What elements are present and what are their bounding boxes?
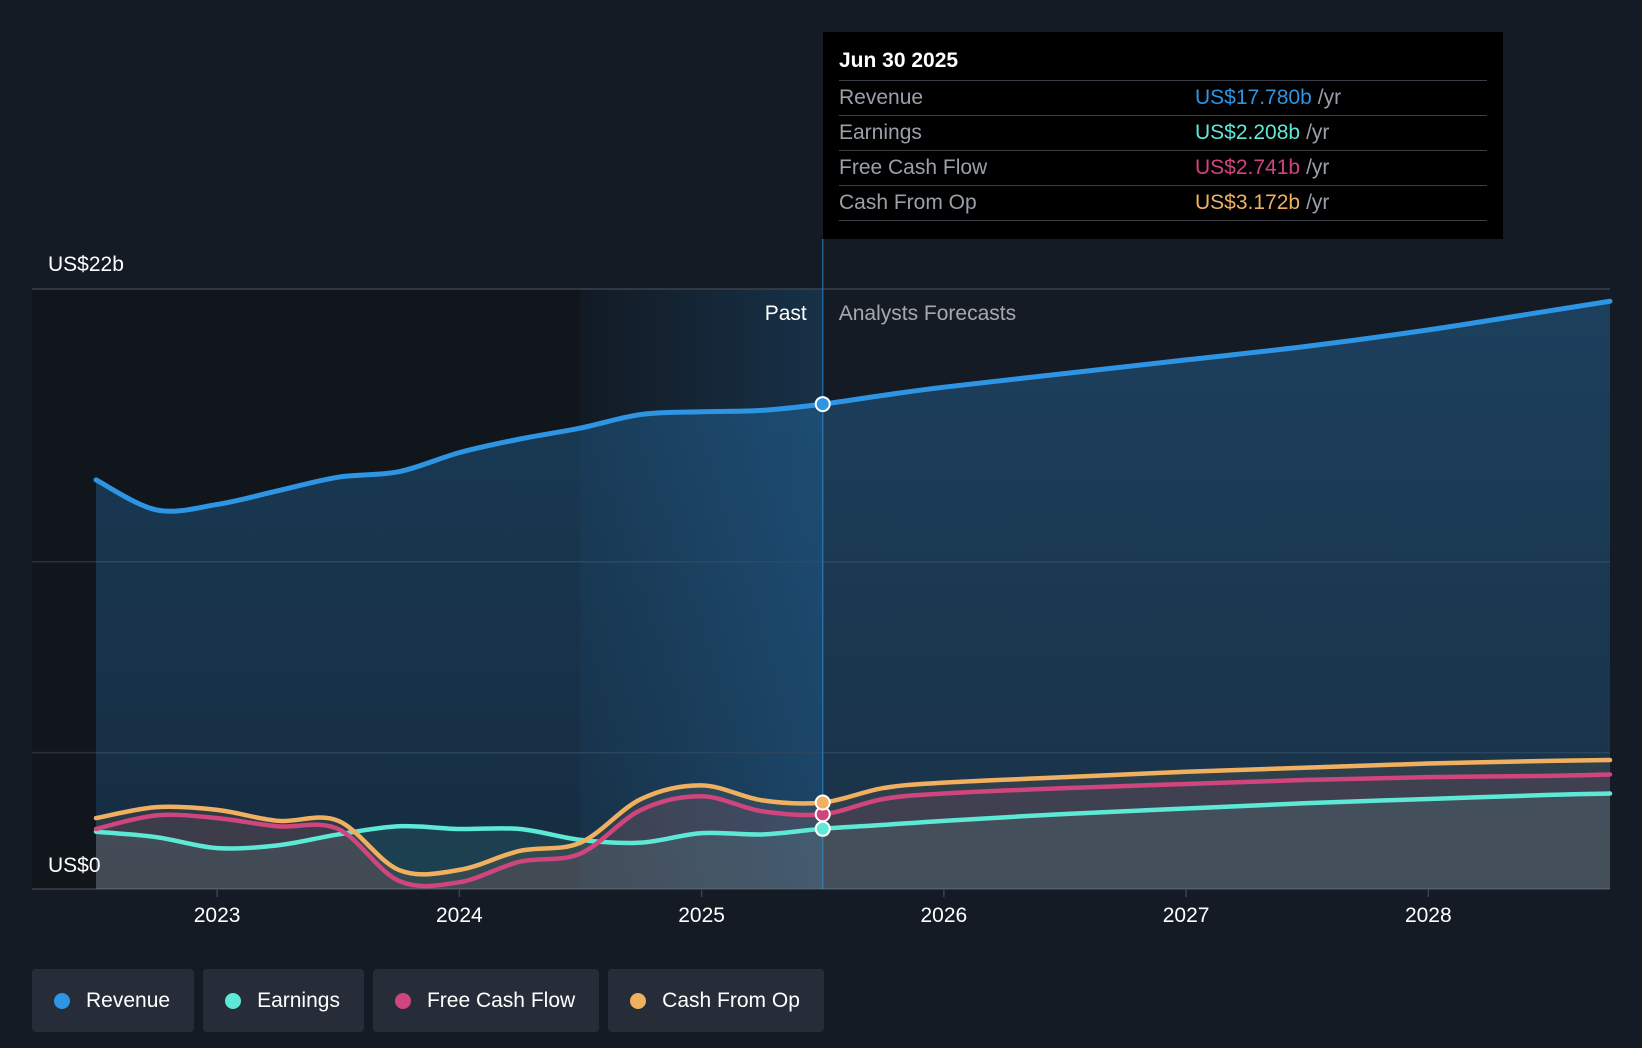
legend: Revenue Earnings Free Cash Flow Cash From O…	[32, 969, 824, 1032]
tooltip-unit: /yr	[1306, 191, 1330, 214]
revenue-area	[96, 301, 1610, 890]
x-tick-label: 2026	[920, 904, 967, 927]
tooltip: Jun 30 2025 Revenue US$17.780b/yr Earnings…	[823, 32, 1503, 239]
tooltip-unit: /yr	[1306, 121, 1330, 144]
legend-label: Revenue	[86, 988, 171, 1012]
series-lines	[93, 298, 1613, 889]
y-axis-bottom-label: US$0	[48, 854, 101, 877]
tooltip-unit: /yr	[1306, 156, 1330, 179]
x-tick-label: 2023	[194, 904, 241, 927]
tooltip-label: Revenue	[839, 86, 924, 109]
x-tick-label: 2028	[1405, 904, 1452, 927]
legend-label: Free Cash Flow	[426, 988, 576, 1012]
legend-dot-icon	[225, 992, 242, 1009]
tooltip-unit: /yr	[1317, 86, 1342, 109]
legend-dot-icon	[394, 992, 411, 1009]
tooltip-row-earnings: Earnings US$2.208b/yr	[839, 116, 1487, 151]
legend-item-revenue[interactable]: Revenue	[32, 969, 195, 1032]
revenue-marker	[814, 396, 831, 413]
tooltip-row-free-cash-flow: Free Cash Flow US$2.741b/yr	[839, 151, 1487, 186]
tooltip-label: Cash From Op	[839, 191, 977, 214]
cash-from-op-marker	[814, 794, 831, 811]
free-cash-flow-area	[96, 774, 1610, 889]
legend-item-free-cash-flow[interactable]: Free Cash Flow	[372, 969, 600, 1032]
tooltip-row-revenue: Revenue US$17.780b/yr	[839, 81, 1487, 116]
cash-from-op-line	[93, 757, 1613, 877]
tooltip-label: Earnings	[839, 121, 922, 144]
earnings-line	[93, 791, 1613, 851]
tooltip-value: US$2.208b	[1195, 121, 1301, 144]
forecast-label: Analysts Forecasts	[839, 302, 1016, 325]
tooltip-value: US$3.172b	[1195, 191, 1301, 214]
y-axis-top-label: US$22b	[48, 253, 124, 276]
revenue-line	[93, 298, 1613, 514]
free-cash-flow-line	[93, 772, 1613, 889]
legend-dot-icon	[54, 992, 70, 1009]
legend-label: Cash From Op	[662, 988, 800, 1012]
tooltip-row-cash-from-op: Cash From Op US$3.172b/yr	[839, 186, 1487, 221]
series-markers	[814, 396, 831, 837]
earnings-marker	[814, 820, 831, 837]
x-axis: 2023 2024 2025 2026 2027 2028	[194, 889, 1452, 927]
legend-dot-icon	[630, 992, 647, 1009]
past-label: Past	[765, 302, 807, 325]
x-tick-label: 2027	[1163, 904, 1210, 927]
tooltip-value: US$2.741b	[1195, 156, 1301, 179]
legend-item-cash-from-op[interactable]: Cash From Op	[608, 969, 824, 1032]
x-tick-label: 2024	[436, 904, 483, 927]
x-tick-label: 2025	[678, 904, 725, 927]
tooltip-value: US$17.780b	[1195, 86, 1312, 109]
tooltip-date: Jun 30 2025	[839, 46, 1487, 81]
legend-label: Earnings	[257, 988, 340, 1012]
legend-item-earnings[interactable]: Earnings	[203, 969, 364, 1032]
tooltip-label: Free Cash Flow	[839, 156, 988, 179]
